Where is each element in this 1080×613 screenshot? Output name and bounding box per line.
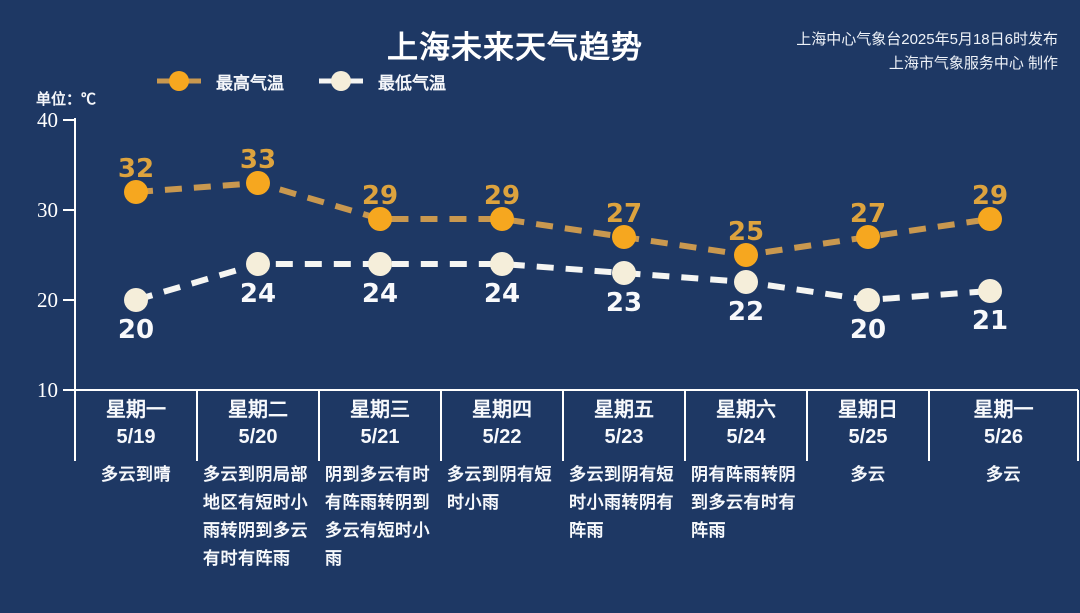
weather-description: 多云到晴 — [101, 465, 171, 484]
low-temp-value-label: 21 — [972, 306, 1008, 336]
weekday-label: 星期三 — [350, 399, 410, 421]
low-temp-point — [124, 288, 148, 312]
source-line-2: 上海市气象服务中心 制作 — [888, 55, 1058, 72]
low-temp-value-label: 24 — [484, 279, 520, 309]
high-temp-value-label: 32 — [118, 154, 154, 184]
legend-item-low-temp: 最低气温 — [318, 68, 446, 94]
low-temp-value-label: 20 — [850, 315, 886, 345]
y-tick-label: 10 — [37, 378, 58, 402]
day-cell: 星期日 5/25 — [807, 391, 929, 461]
high-temp-value-label: 29 — [972, 181, 1008, 211]
low-temp-point — [612, 261, 636, 285]
day-cell: 星期一 5/26 — [929, 391, 1078, 461]
legend: 最高气温 最低气温 — [156, 68, 446, 94]
low-temp-point — [246, 252, 270, 276]
low-temp-value-label: 24 — [362, 279, 398, 309]
weekday-label: 星期日 — [838, 399, 898, 421]
date-label: 5/25 — [848, 426, 888, 448]
date-label: 5/22 — [482, 426, 522, 448]
day-cell: 星期二 5/20 — [197, 391, 319, 461]
date-label: 5/19 — [116, 426, 156, 448]
high-temp-point — [246, 171, 270, 195]
weather-cell: 多云到阴局部地区有短时小雨转阴到多云有时有阵雨 — [197, 461, 319, 573]
low-temp-point — [490, 252, 514, 276]
high-temp-point — [490, 207, 514, 231]
weather-cell: 阴有阵雨转阴到多云有时有阵雨 — [685, 461, 807, 573]
legend-label-low-temp: 最低气温 — [378, 73, 446, 93]
high-temp-point — [368, 207, 392, 231]
weather-description: 阴有阵雨转阴到多云有时有阵雨 — [691, 465, 796, 540]
weekday-label: 星期六 — [716, 399, 776, 421]
high-temp-value-label: 29 — [484, 181, 520, 211]
high-temp-value-label: 33 — [240, 145, 276, 175]
y-tick-label: 40 — [37, 108, 58, 132]
y-tick-label: 20 — [37, 288, 58, 312]
high-temp-value-label: 27 — [850, 199, 886, 229]
high-temp-legend-marker-icon — [157, 71, 201, 91]
weather-description: 多云 — [850, 465, 886, 484]
source-line-1: 上海中心气象台2025年5月18日6时发布 — [796, 31, 1058, 48]
legend-label-high-temp: 最高气温 — [216, 73, 284, 93]
weather-description: 多云到阴有短时小雨 — [447, 465, 552, 512]
day-cell: 星期三 5/21 — [319, 391, 441, 461]
high-temp-value-label: 29 — [362, 181, 398, 211]
low-temp-value-label: 24 — [240, 279, 276, 309]
low-temp-legend-marker-icon — [319, 71, 363, 91]
day-cell: 星期六 5/24 — [685, 391, 807, 461]
weather-cell: 多云到晴 — [75, 461, 197, 573]
legend-item-high-temp: 最高气温 — [156, 68, 284, 94]
date-label: 5/24 — [726, 426, 766, 448]
weekday-label: 星期五 — [594, 399, 654, 421]
low-temp-point — [978, 279, 1002, 303]
high-temp-point — [612, 225, 636, 249]
low-temp-line — [135, 261, 991, 304]
day-cell: 星期一 5/19 — [75, 391, 197, 461]
low-temp-point — [734, 270, 758, 294]
low-temp-value-label: 22 — [728, 297, 764, 327]
high-temp-point — [978, 207, 1002, 231]
high-temp-point — [124, 180, 148, 204]
day-labels-row: 星期一 5/19 星期二 5/20 星期三 5/21 星期四 5/22 星期五 5/23 星期六 5/… — [75, 391, 1078, 461]
day-cell: 星期五 5/23 — [563, 391, 685, 461]
weather-cell: 阴到多云有时有阵雨转阴到多云有短时小雨 — [319, 461, 441, 573]
low-temp-point — [368, 252, 392, 276]
high-temp-point — [856, 225, 880, 249]
high-temp-point — [734, 243, 758, 267]
weather-cell: 多云 — [807, 461, 929, 573]
weekday-label: 星期一 — [973, 399, 1034, 421]
date-label: 5/26 — [984, 426, 1023, 448]
page-title: 上海未来天气趋势 — [387, 30, 643, 65]
weather-description: 多云到阴局部地区有短时小雨转阴到多云有时有阵雨 — [203, 465, 308, 568]
weather-cell: 多云 — [929, 461, 1078, 573]
y-tick-label: 30 — [37, 198, 58, 222]
date-label: 5/23 — [604, 426, 644, 448]
weekday-label: 星期二 — [228, 399, 288, 421]
weather-description: 阴到多云有时有阵雨转阴到多云有短时小雨 — [325, 465, 430, 568]
high-temp-line — [135, 179, 991, 259]
weather-descriptions-row: 多云到晴 多云到阴局部地区有短时小雨转阴到多云有时有阵雨 阴到多云有时有阵雨转阴到多… — [75, 461, 1078, 573]
weather-cell: 多云到阴有短时小雨转阴有阵雨 — [563, 461, 685, 573]
unit-label: 单位：℃ — [36, 91, 97, 108]
low-temp-point — [856, 288, 880, 312]
weekday-label: 星期四 — [472, 399, 532, 421]
weather-description: 多云 — [986, 465, 1021, 484]
low-temp-value-label: 20 — [118, 315, 154, 345]
weekday-label: 星期一 — [106, 399, 166, 421]
day-cell: 星期四 5/22 — [441, 391, 563, 461]
weather-description: 多云到阴有短时小雨转阴有阵雨 — [569, 465, 674, 540]
date-label: 5/20 — [238, 426, 278, 448]
high-temp-value-label: 27 — [606, 199, 642, 229]
source-attribution: 上海中心气象台2025年5月18日6时发布 上海市气象服务中心 制作 — [796, 28, 1058, 76]
date-label: 5/21 — [360, 426, 400, 448]
low-temp-value-label: 23 — [606, 288, 642, 318]
high-temp-value-label: 25 — [728, 217, 764, 247]
weather-cell: 多云到阴有短时小雨 — [441, 461, 563, 573]
